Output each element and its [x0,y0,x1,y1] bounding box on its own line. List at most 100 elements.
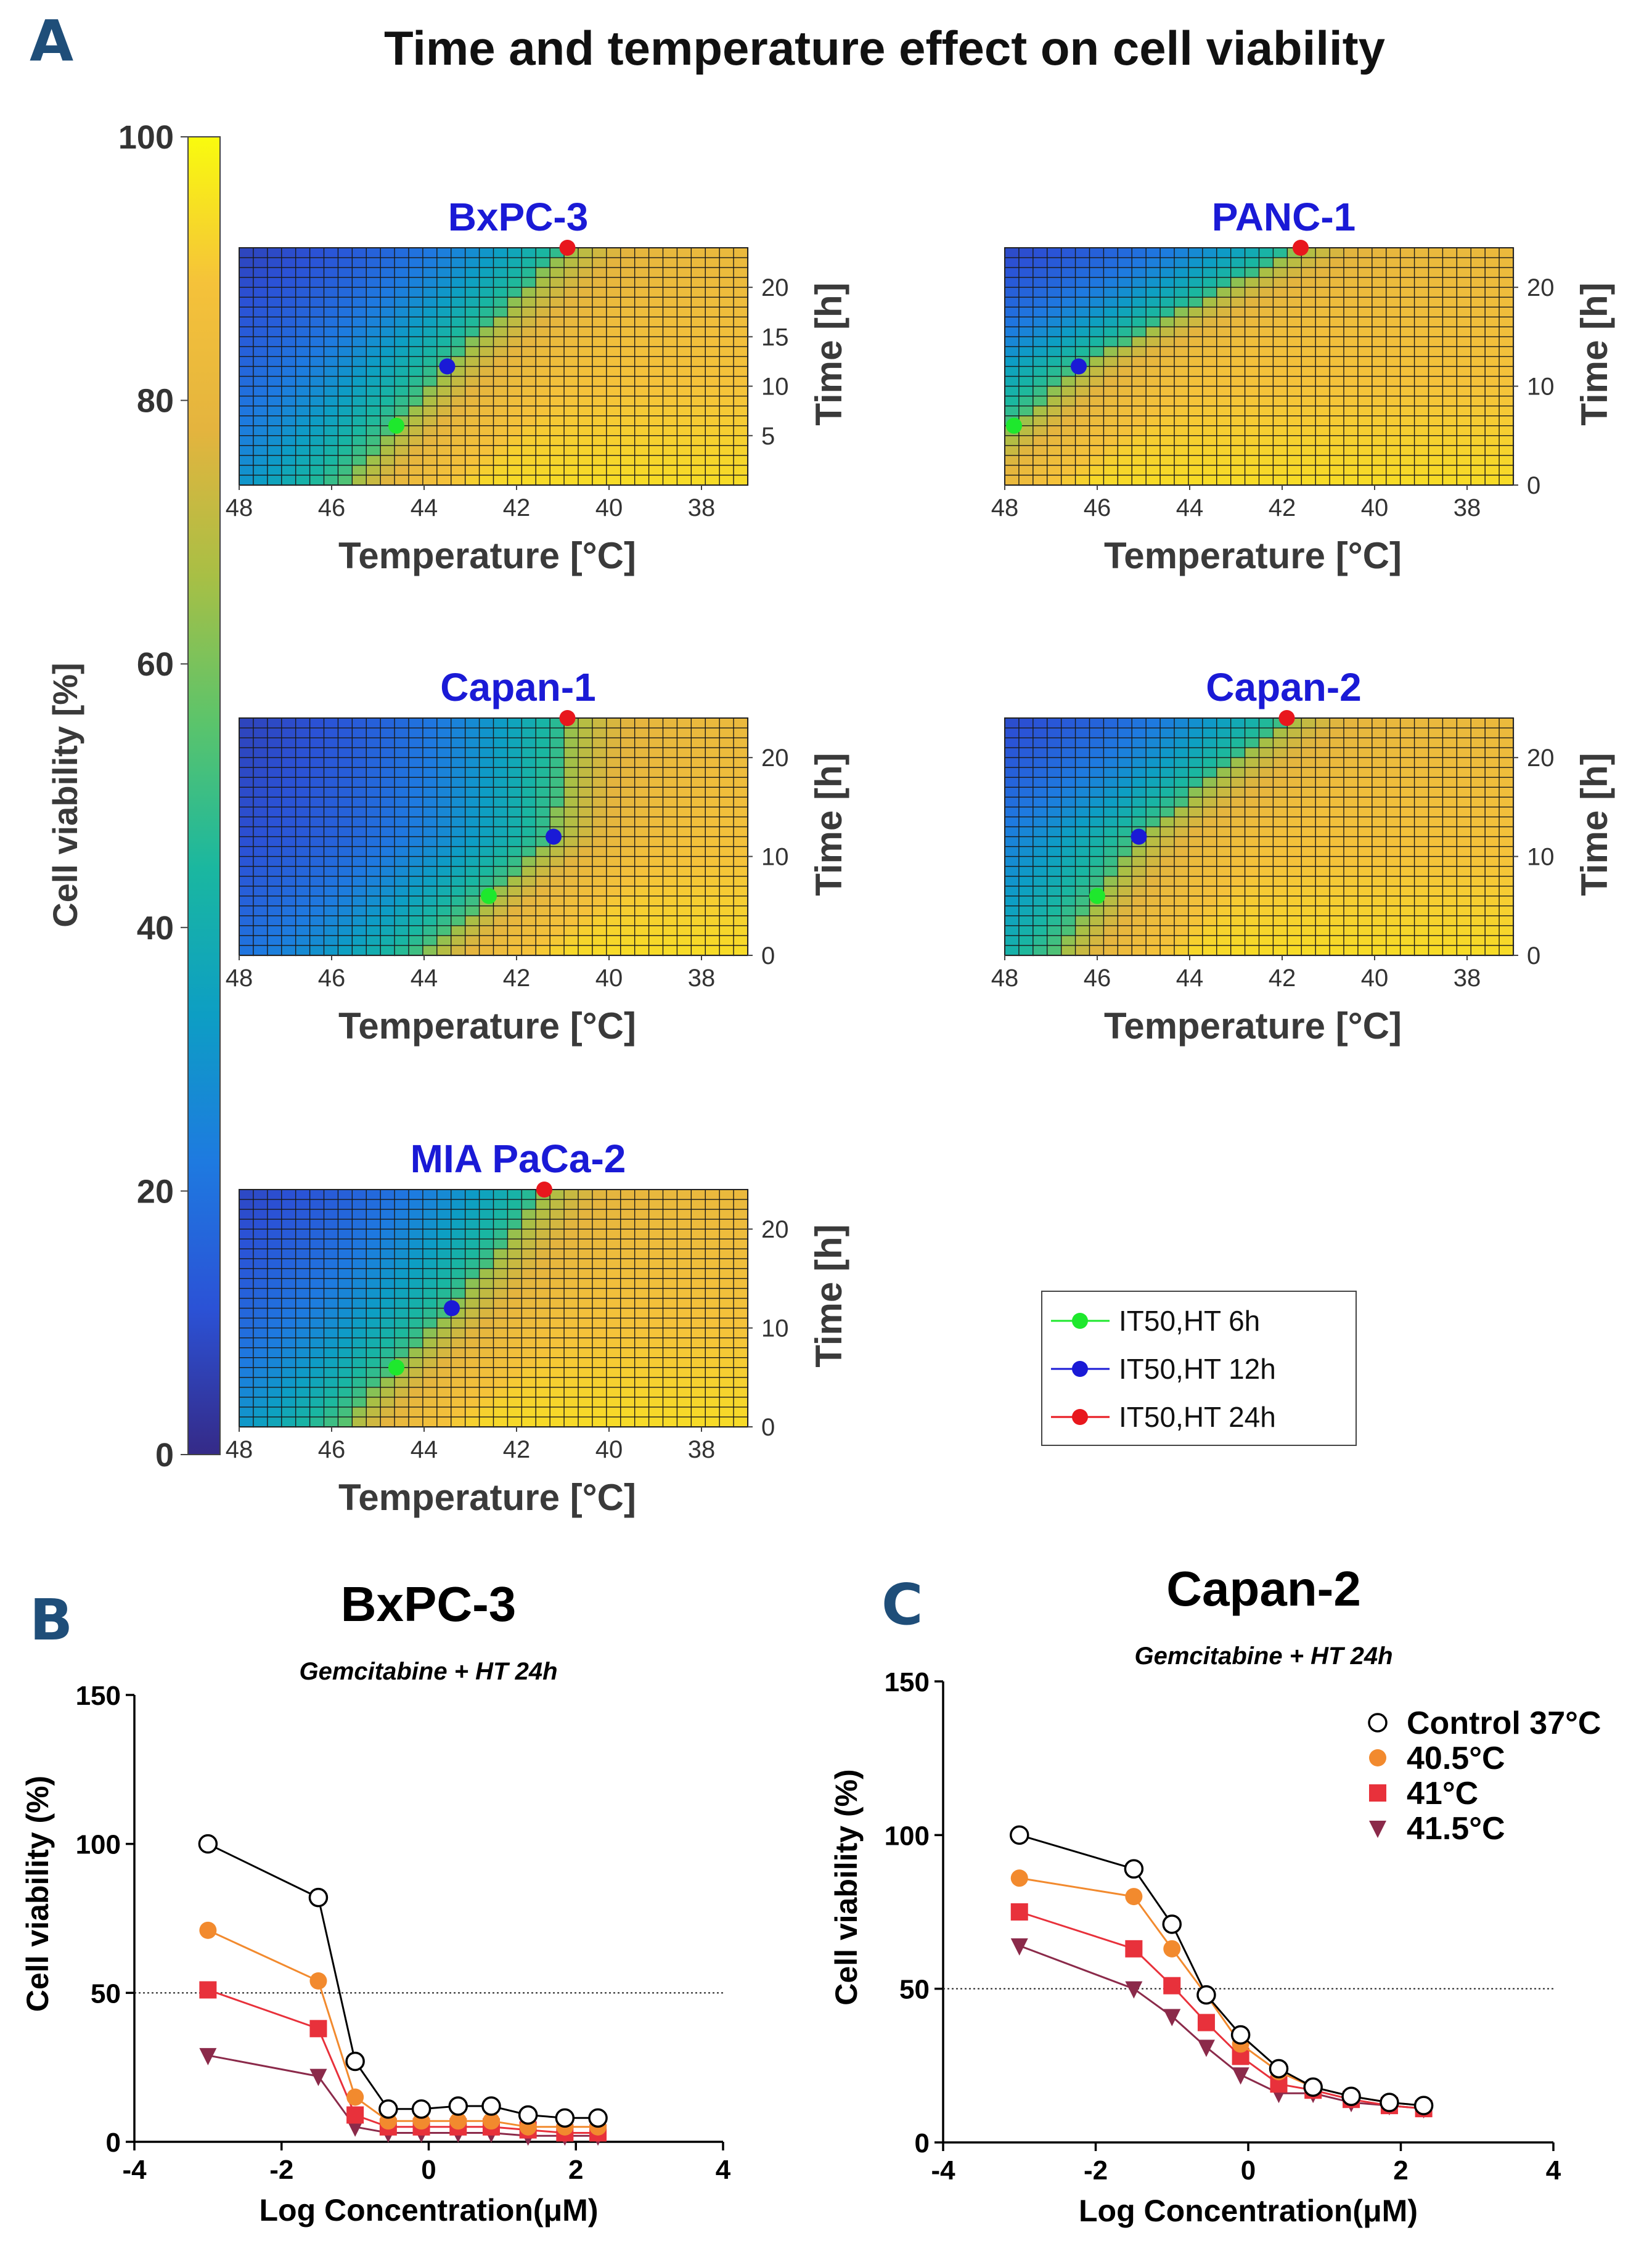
heatmap-cell [239,1367,255,1378]
heatmap-cell [295,1416,311,1428]
heatmap-cell [239,1337,255,1349]
heatmap-cell [1499,425,1515,436]
heatmap-cell [1174,896,1190,907]
heatmap-cell [366,757,382,769]
heatmap-cell [1047,296,1062,308]
heatmap-cell [549,886,565,897]
heatmap-cell [351,767,367,778]
heatmap-cell [1399,935,1415,947]
heatmap-cell [1202,886,1217,897]
heatmap-cell [521,717,537,729]
heatmap-cell [1131,287,1147,298]
heatmap-cell [1131,865,1147,877]
heatmap-cell [408,796,424,808]
heatmap-cell [1343,737,1359,749]
heatmap-cell [295,777,311,788]
heatmap-cell [1047,826,1062,838]
heatmap-cell [1089,316,1105,328]
heatmap-cell [620,306,636,318]
heatmap-cell [578,455,594,467]
heatmap-cell [337,767,353,778]
heatmap-cell [662,287,678,298]
heatmap-cell [648,356,664,367]
heatmap-cell [1188,425,1203,436]
heatmap-cell [578,277,594,288]
heatmap-cell [1372,365,1387,377]
heatmap-cell [634,277,650,288]
heatmap-cell [239,727,255,739]
heatmap-cell [1074,336,1090,348]
heatmap-cell [1484,247,1500,259]
heatmap-cell [1343,826,1359,838]
heatmap-cell [1372,816,1387,828]
heatmap-cell [620,267,636,279]
heatmap-cell [1117,836,1133,847]
heatmap-cell [719,1268,735,1280]
heatmap-cell [690,346,706,357]
heatmap-cell [1499,346,1515,357]
heatmap-cell [1188,846,1203,857]
heatmap-cell [648,1258,664,1270]
heatmap-cell [521,846,537,857]
heatmap-cell [464,865,480,877]
heatmap-cell [337,346,353,357]
heatmap-cell [1442,796,1458,808]
heatmap-cell [521,287,537,298]
heatmap-cell [1343,777,1359,788]
heatmap-cell [478,247,494,259]
heatmap-cell [634,1377,650,1388]
heatmap-cell [620,826,636,838]
heatmap-cell [1188,475,1203,486]
heatmap-cell [1060,896,1076,907]
heatmap-cell [549,415,565,427]
heatmap-cell [408,1387,424,1398]
heatmap-cell [493,925,509,937]
heatmap-cell [1018,267,1034,279]
heatmap-cell [394,806,410,818]
heatmap-cell [1357,786,1373,798]
heatmap-cell [337,1317,353,1329]
heatmap-cell [592,1367,607,1378]
heatmap-cell [493,385,509,397]
heatmap-cell [1399,855,1415,867]
heatmap-cell [1103,796,1119,808]
heatmap-cell [662,1337,678,1349]
heatmap-cell [1413,786,1429,798]
heatmap-cell [648,385,664,397]
heatmap-cell [451,875,466,887]
heatmap-cell [719,475,735,486]
heatmap-cell [281,1199,296,1211]
heatmap-cell [1018,336,1034,348]
heatmap-cell [1428,326,1444,338]
heatmap-cell [281,445,296,456]
heatmap-cell [351,385,367,397]
heatmap-cell [719,1199,735,1211]
heatmap-cell [1145,277,1161,288]
heatmap-cell [705,806,721,818]
heatmap-cell [337,925,353,937]
heatmap-cell [1258,945,1274,957]
heatmap-cell [606,1337,621,1349]
heatmap-cell [676,826,692,838]
heatmap-cell [1244,336,1260,348]
heatmap-cell [1117,425,1133,436]
heatmap-cell [1343,296,1359,308]
heatmap-cell [1018,905,1034,917]
heatmap-cell [521,465,537,476]
heatmap-cell [1032,465,1048,476]
heatmap-cell [676,277,692,288]
heatmap-cell [606,1228,621,1240]
heatmap-cell [1117,455,1133,467]
heatmap-cell [267,267,282,279]
heatmap-cell [295,425,311,436]
heatmap-cell [380,896,396,907]
heatmap-cell [676,1387,692,1398]
heatmap-cell [1145,296,1161,308]
heatmap-cell [408,365,424,377]
heatmap-cell [1004,257,1020,269]
heatmap-cell [436,1219,452,1230]
heatmap-cell [1145,737,1161,749]
heatmap-cell [366,425,382,436]
heatmap-cell [478,277,494,288]
heatmap-cell [1470,896,1486,907]
